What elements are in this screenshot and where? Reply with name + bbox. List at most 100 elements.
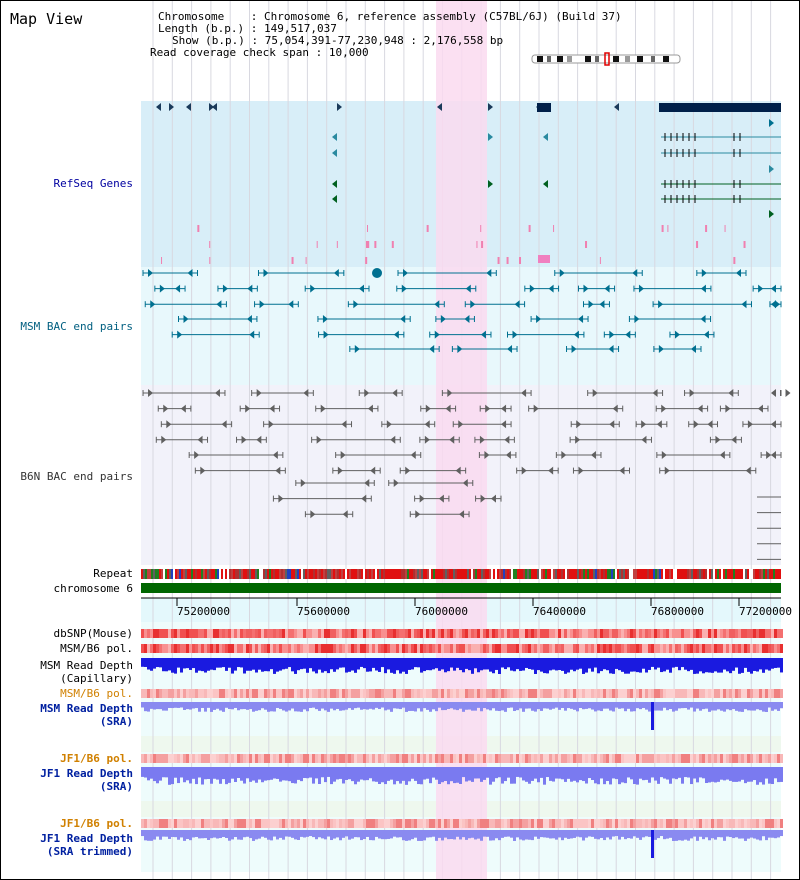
msm-pol2-cell [756, 689, 759, 698]
dbsnp-cell [309, 629, 312, 638]
msm-sra-depth-bar [366, 702, 369, 710]
dbsnp-cell [399, 629, 402, 638]
jf1-pol2-cell [390, 819, 393, 828]
msm-pol-cell [366, 644, 369, 653]
jf1-trim-depth-bar [231, 830, 234, 840]
jf1-trim-depth-bar [483, 830, 486, 837]
jf1-pol2-cell [465, 819, 468, 828]
jf1-trim-depth-bar [402, 830, 405, 841]
jf1-pol-cell [336, 754, 339, 763]
jf1-pol-cell [549, 754, 552, 763]
msm-pol-cell [426, 644, 429, 653]
dbsnp-cell [180, 629, 183, 638]
repeat-segment [427, 569, 429, 579]
msm-pol2-cell [399, 689, 402, 698]
jf1-pol2-cell [567, 819, 570, 828]
jf1-pol2-cell [732, 819, 735, 828]
msm-pol2-cell [309, 689, 312, 698]
jf1-pol-cell [774, 754, 777, 763]
jf1-pol-cell [585, 754, 588, 763]
jf1-pol-cell [528, 754, 531, 763]
refseq-tick [291, 257, 294, 264]
jf1-sra-depth-bar [426, 767, 429, 779]
jf1-sra-depth-bar [249, 767, 252, 782]
jf1-pol-cell [150, 754, 153, 763]
msm-pol-cell [141, 644, 144, 653]
jf1-pol-cell [543, 754, 546, 763]
repeat-segment [333, 569, 335, 579]
jf1-trim-depth-bar [300, 830, 303, 837]
msm-pol-cell [210, 644, 213, 653]
dbsnp-cell [252, 629, 255, 638]
jf1-sra-depth-bar [147, 767, 150, 781]
jf1-pol-cell [738, 754, 741, 763]
jf1-pol2-cell [558, 819, 561, 828]
jf1-pol2-cell [510, 819, 513, 828]
jf1-trim-depth-bar [486, 830, 489, 837]
msm-pol2-cell [330, 689, 333, 698]
jf1-trim-depth-bar [669, 830, 672, 838]
gene-block [659, 103, 781, 112]
msm-sra-depth-bar [552, 702, 555, 709]
b6n-bac-pair-arrow [480, 494, 486, 503]
repeat-segment [363, 569, 365, 579]
jf1-pol-cell [174, 754, 177, 763]
msm-pol-cell [438, 644, 441, 653]
msm-pol2-cell [762, 689, 765, 698]
b6n-bac-pair-arrow [771, 389, 776, 397]
dbsnp-cell [765, 629, 768, 638]
b6n-bac-pair-arrow [272, 451, 278, 459]
jf1-sra-depth-bar [237, 767, 240, 779]
jf1-sra-depth-bar [636, 767, 639, 785]
repeat-segment [319, 569, 321, 579]
msm-pol2-cell [594, 689, 597, 698]
jf1-pol-cell [600, 754, 603, 763]
refseq-tick [365, 241, 368, 248]
jf1-pol-cell [327, 754, 330, 763]
msm-pol-cell [258, 644, 261, 653]
jf1-pol2-cell [663, 819, 666, 828]
jf1-pol-cell [693, 754, 696, 763]
jf1-trim-depth-bar [288, 830, 291, 837]
msm-sra-depth-bar [531, 702, 534, 711]
jf1-pol-cell [576, 754, 579, 763]
msm-pol2-cell [183, 689, 186, 698]
jf1-pol-cell [669, 754, 672, 763]
jf1-sra-depth-bar [738, 767, 741, 782]
b6n-bac-pair-arrow [256, 389, 262, 397]
dbsnp-cell [657, 629, 660, 638]
msm-cap-depth-bar [564, 658, 567, 674]
b6n-bac-pair-arrow [386, 420, 392, 429]
dbsnp-cell [525, 629, 528, 638]
repeat-segment [493, 569, 495, 579]
jf1-pol2-cell [477, 819, 480, 828]
msm-cap-depth-bar [696, 658, 699, 674]
gene-block [537, 103, 551, 112]
repeat-segment [259, 569, 261, 579]
dbsnp-cell [771, 629, 774, 638]
msm-pol2-cell [597, 689, 600, 698]
msm-cap-depth-bar [414, 658, 417, 668]
msm-cap-depth-bar [378, 658, 381, 672]
jf1-trim-depth-bar [603, 830, 606, 841]
jf1-trim-depth-bar [633, 830, 636, 837]
msm-cap-depth-bar [627, 658, 630, 674]
dbsnp-cell [345, 629, 348, 638]
repeat-segment [629, 569, 631, 579]
repeat-segment [451, 569, 453, 579]
msm-cap-depth-bar [264, 658, 267, 672]
msm-cap-depth-bar [765, 658, 768, 670]
jf1-pol-cell [687, 754, 690, 763]
msm-pol-cell [405, 644, 408, 653]
msm-cap-depth-bar [588, 658, 591, 669]
dbsnp-cell [654, 629, 657, 638]
jf1-pol-cell [711, 754, 714, 763]
dbsnp-cell [231, 629, 234, 638]
repeat-segment [701, 569, 703, 579]
jf1-pol2-cell [618, 819, 621, 828]
b6n-bac-pair-arrow [341, 420, 347, 429]
jf1-sra-depth-bar [177, 767, 180, 784]
msm-cap-depth-bar [516, 658, 519, 670]
jf1-pol2-cell [402, 819, 405, 828]
